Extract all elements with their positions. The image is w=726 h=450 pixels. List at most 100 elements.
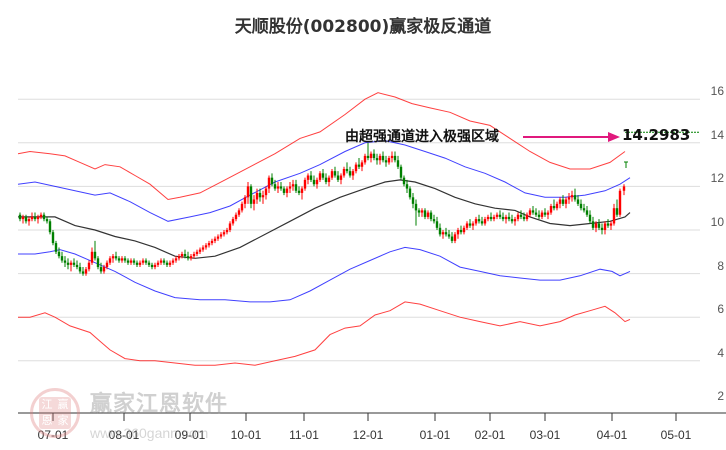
candle — [294, 184, 298, 191]
candle — [429, 212, 433, 220]
candle — [582, 208, 586, 211]
annotation-overlay — [523, 131, 700, 168]
candle — [369, 153, 373, 159]
candle — [348, 171, 352, 176]
candle — [498, 214, 502, 217]
candle — [18, 214, 22, 220]
candle — [363, 155, 367, 163]
candle — [123, 258, 127, 261]
candle — [507, 216, 511, 220]
y-tick-label: 8 — [717, 258, 724, 273]
candle — [612, 208, 616, 224]
candle — [435, 221, 439, 228]
candle — [603, 223, 607, 230]
candle — [198, 249, 202, 252]
candle — [75, 264, 79, 268]
candle — [384, 160, 388, 163]
candle — [552, 206, 556, 209]
watermark-char: 江 — [41, 398, 53, 411]
candle — [165, 262, 169, 265]
candle — [438, 227, 442, 235]
candle — [114, 256, 118, 259]
candle — [462, 227, 466, 233]
candle — [483, 219, 487, 224]
candle — [243, 197, 247, 204]
candle — [615, 208, 619, 215]
candle — [492, 216, 496, 220]
candle — [375, 158, 379, 161]
candle — [192, 253, 196, 257]
candle — [573, 195, 577, 200]
candle — [126, 260, 130, 263]
candle — [216, 236, 220, 239]
candle — [288, 186, 292, 189]
candle — [30, 216, 34, 220]
channel-bands — [17, 92, 631, 366]
candle — [468, 223, 472, 226]
candle — [360, 162, 364, 167]
candle — [525, 214, 529, 220]
arrow-head-icon — [608, 132, 620, 142]
candle — [240, 203, 244, 211]
candle — [453, 234, 457, 241]
candle — [402, 177, 406, 185]
candle — [135, 262, 139, 265]
candle — [300, 188, 304, 193]
candle — [567, 197, 571, 200]
candle — [480, 221, 484, 224]
candle — [312, 179, 316, 185]
candle — [24, 216, 28, 222]
y-tick-label: 16 — [710, 84, 724, 99]
candle — [477, 219, 481, 222]
candle — [417, 210, 421, 213]
y-tick-label: 12 — [710, 171, 724, 186]
x-tick-label: 02-01 — [474, 428, 506, 442]
candle — [252, 199, 256, 204]
y-tick-label: 14 — [710, 127, 724, 142]
candle — [297, 190, 301, 193]
candle — [441, 232, 445, 235]
candle — [234, 214, 238, 220]
band-outer_lower — [18, 301, 631, 366]
candle — [315, 179, 319, 185]
candle — [444, 232, 448, 235]
candle — [306, 175, 310, 180]
annotation-value: 14.2983 — [622, 126, 691, 144]
candle — [396, 160, 400, 167]
candle — [105, 262, 109, 268]
candle — [228, 223, 232, 230]
candle — [177, 256, 181, 259]
candle — [414, 203, 418, 211]
candle — [279, 186, 283, 189]
candle — [180, 253, 184, 257]
candle — [324, 177, 328, 183]
candle — [543, 212, 547, 215]
candles — [18, 142, 626, 276]
y-tick-label: 4 — [717, 345, 724, 360]
band-outer_upper — [17, 92, 626, 201]
candle — [69, 262, 73, 265]
candle — [456, 230, 460, 235]
candle — [513, 219, 517, 222]
candle — [66, 262, 70, 265]
candle — [600, 227, 604, 230]
candle — [249, 186, 253, 204]
candle — [534, 212, 538, 215]
candle — [357, 164, 361, 167]
candle — [495, 214, 499, 217]
candle — [45, 219, 49, 222]
candle — [447, 234, 451, 237]
candle — [72, 262, 76, 265]
candle — [594, 223, 598, 228]
band-inner_upper — [17, 140, 631, 222]
candle — [333, 171, 337, 176]
candle — [411, 197, 415, 204]
candle — [207, 243, 211, 246]
candle — [285, 188, 289, 193]
candle — [210, 240, 214, 244]
candle — [51, 232, 55, 244]
x-tick-label: 10-01 — [230, 428, 262, 442]
candle — [117, 258, 121, 261]
candle — [231, 219, 235, 224]
candle — [618, 190, 622, 215]
